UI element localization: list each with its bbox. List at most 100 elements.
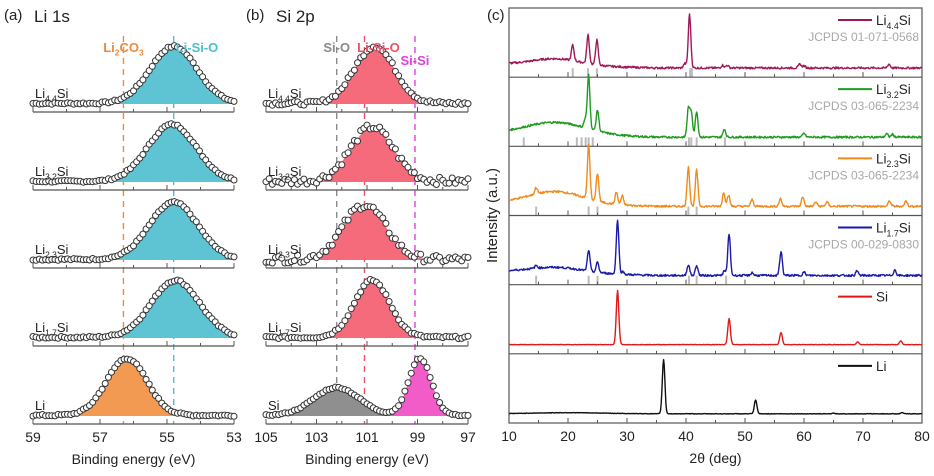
data-point xyxy=(395,402,403,410)
data-point xyxy=(391,145,399,153)
label-rest: Si xyxy=(899,13,911,28)
label-rest: Si xyxy=(57,320,69,335)
label-sub: 2.3 xyxy=(278,250,290,260)
label-sub: 3.2 xyxy=(887,90,899,100)
label-main: Li xyxy=(103,40,115,55)
data-point xyxy=(429,382,437,390)
label-main: Li xyxy=(876,82,887,97)
label-main: Li xyxy=(268,242,278,257)
data-point xyxy=(398,396,406,404)
label-sub: 1.7 xyxy=(887,228,899,238)
spectrum-li23si: Li2.3Si xyxy=(29,198,238,269)
data-point xyxy=(139,230,147,238)
data-point xyxy=(407,369,415,377)
data-point xyxy=(464,175,472,183)
data-point xyxy=(192,218,200,226)
data-point xyxy=(344,312,352,320)
xrd-line xyxy=(508,219,923,278)
data-point xyxy=(130,87,137,95)
label-main: Li xyxy=(876,221,887,236)
data-point xyxy=(385,298,393,305)
data-point xyxy=(379,214,387,222)
data-point xyxy=(196,147,203,155)
x-tick-label: 101 xyxy=(355,429,379,445)
panel-title: Si 2p xyxy=(276,7,315,26)
legend-label: Li xyxy=(876,359,887,374)
data-point xyxy=(186,54,194,62)
data-point xyxy=(331,92,339,100)
data-point xyxy=(382,291,390,298)
data-point xyxy=(464,254,472,261)
data-point xyxy=(189,59,197,67)
label-rest: Si xyxy=(290,242,302,257)
fit-area xyxy=(313,127,434,182)
label-rest: Si xyxy=(290,86,302,101)
label-main: Li xyxy=(876,13,887,28)
label-main: Li xyxy=(876,151,887,166)
data-point xyxy=(404,379,412,387)
label-main: Li xyxy=(268,320,278,335)
label-sub: 4.4 xyxy=(45,94,57,104)
data-point xyxy=(344,216,352,224)
reference-label: Li2CO3 xyxy=(103,40,144,58)
sample-label: Li4.4Si xyxy=(35,86,69,104)
data-point xyxy=(230,176,238,184)
label-sub: 1.7 xyxy=(278,328,290,338)
data-point xyxy=(347,142,355,150)
spectrum-li44si: Li4.4Si xyxy=(29,42,238,113)
pattern-li: Li xyxy=(508,353,923,423)
label-sub2: 3 xyxy=(139,48,144,58)
data-point xyxy=(290,257,298,265)
data-point xyxy=(199,303,207,311)
data-point xyxy=(395,72,403,80)
label-rest: CO xyxy=(119,40,139,55)
data-point xyxy=(155,394,163,402)
data-point xyxy=(148,217,156,225)
spectrum-li44si: Li4.4Si xyxy=(262,43,472,113)
x-axis-label: Binding energy (eV) xyxy=(72,451,196,467)
x-tick-label: 55 xyxy=(159,429,175,445)
data-point xyxy=(148,386,156,394)
x-tick-label: 97 xyxy=(460,429,476,445)
data-point xyxy=(139,369,147,377)
data-point xyxy=(423,364,431,371)
data-point xyxy=(410,169,418,177)
fit-area xyxy=(70,358,184,416)
label-main: Li xyxy=(35,164,45,179)
data-point xyxy=(98,385,106,393)
xrd-line xyxy=(508,13,923,70)
data-point xyxy=(104,373,112,381)
jcpds-reference: JCPDS 00-029-0830 xyxy=(808,238,919,252)
data-point xyxy=(426,374,434,381)
data-point xyxy=(382,130,390,138)
data-point xyxy=(338,223,346,231)
data-point xyxy=(230,97,238,105)
legend-label: Li2.3Si xyxy=(876,151,911,169)
x-tick-label: 53 xyxy=(226,429,242,445)
label-rest: Si xyxy=(899,151,911,166)
data-point xyxy=(436,399,444,406)
data-point xyxy=(142,375,150,383)
fit-area xyxy=(319,47,431,104)
data-point xyxy=(341,81,349,89)
xrd-line xyxy=(508,143,923,208)
x-tick-label: 103 xyxy=(305,429,329,445)
data-point xyxy=(398,154,406,162)
data-point xyxy=(385,138,393,146)
data-point xyxy=(464,412,472,419)
label-sub: 4.4 xyxy=(887,21,899,31)
label-sub: 1.7 xyxy=(45,328,57,338)
label-rest: Si xyxy=(290,164,302,179)
spectrum-li32si: Li3.2Si xyxy=(262,121,472,191)
xrd-line xyxy=(508,359,923,415)
label-rest: Si xyxy=(57,164,69,179)
data-point xyxy=(376,281,384,289)
data-point xyxy=(278,254,286,262)
label-main: Li xyxy=(268,164,278,179)
data-point xyxy=(369,203,377,211)
x-axis-label: Binding energy (eV) xyxy=(305,451,429,467)
data-point xyxy=(328,241,336,249)
label-main: Li xyxy=(35,320,45,335)
label-sub: 3.2 xyxy=(45,172,57,182)
